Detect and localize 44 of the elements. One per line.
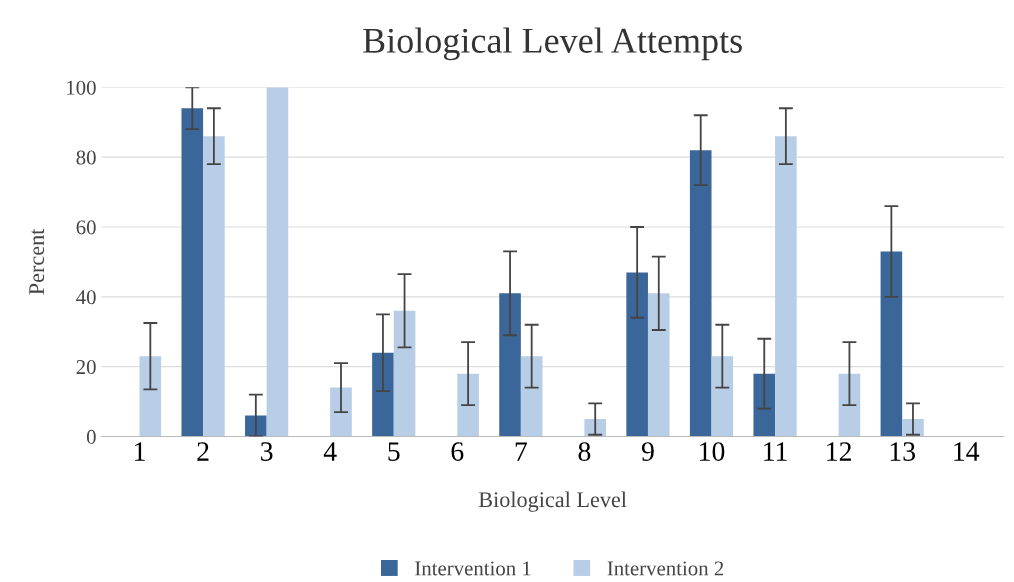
y-tick-label: 80: [76, 150, 96, 165]
bar: [266, 87, 289, 437]
x-tick-label: 2: [197, 442, 209, 461]
y-tick-label: 0: [86, 429, 96, 444]
y-tick-label: 20: [76, 360, 96, 375]
bar: [711, 356, 734, 437]
x-tick-label: 11: [764, 442, 787, 461]
y-tick-label: 100: [67, 80, 96, 95]
chart-title: Biological Level Attempts: [363, 27, 742, 61]
bar: [203, 136, 225, 437]
bar: [181, 108, 204, 437]
bar: [330, 387, 352, 437]
bar: [753, 373, 776, 437]
x-tick-label: 12: [827, 442, 851, 461]
x-axis-title: Biological Level: [478, 491, 627, 512]
legend-label: Intervention 2: [607, 561, 724, 576]
bar: [880, 251, 903, 437]
x-tick-label: 5: [388, 442, 400, 461]
bar: [139, 356, 162, 437]
bar: [393, 310, 416, 437]
x-tick-label: 8: [578, 442, 591, 461]
x-tick-label: 6: [451, 442, 464, 461]
bar: [520, 356, 543, 437]
y-tick-label: 40: [76, 290, 96, 305]
y-tick-label: 60: [76, 220, 96, 235]
x-tick-label: 14: [954, 442, 980, 461]
bar: [838, 373, 861, 437]
bar: [499, 293, 521, 437]
bar: [647, 293, 670, 437]
bar: [626, 272, 648, 437]
x-tick-label: 4: [323, 442, 337, 461]
x-tick-label: 1: [135, 442, 145, 461]
bar: [245, 415, 267, 437]
bar: [775, 136, 797, 437]
x-tick-label: 3: [261, 442, 273, 461]
legend-label: Intervention 1: [415, 561, 531, 576]
x-tick-label: 7: [515, 442, 527, 461]
x-tick-label: 13: [890, 442, 915, 461]
bar: [689, 150, 712, 437]
x-tick-label: 9: [641, 442, 654, 461]
bar: [457, 373, 479, 437]
x-tick-label: 10: [700, 442, 725, 461]
bar: [372, 352, 394, 437]
y-axis-title: Percent: [29, 228, 45, 295]
